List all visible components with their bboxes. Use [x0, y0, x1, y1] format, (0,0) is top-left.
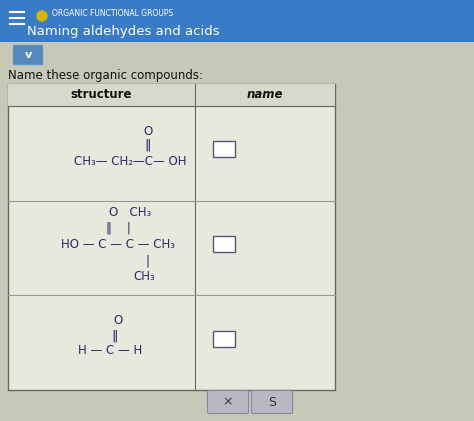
- Bar: [213, 141, 235, 157]
- FancyBboxPatch shape: [208, 391, 248, 413]
- FancyBboxPatch shape: [13, 45, 43, 65]
- Text: ORGANIC FUNCTIONAL GROUPS: ORGANIC FUNCTIONAL GROUPS: [52, 8, 173, 18]
- Text: H — C — H: H — C — H: [78, 344, 142, 357]
- Text: O: O: [113, 314, 123, 327]
- Bar: [8, 84, 335, 106]
- Text: CH₃: CH₃: [133, 269, 155, 282]
- Text: ‖    |: ‖ |: [106, 221, 130, 234]
- Text: ‖: ‖: [112, 329, 118, 342]
- Bar: [8, 84, 335, 390]
- Text: S: S: [268, 395, 276, 408]
- Text: |: |: [146, 255, 150, 267]
- Circle shape: [37, 11, 47, 21]
- Text: ‖: ‖: [145, 139, 151, 152]
- Bar: [0, 0, 474, 42]
- Text: Naming aldehydes and acids: Naming aldehydes and acids: [27, 26, 219, 38]
- Bar: [213, 236, 235, 252]
- Text: Name these organic compounds:: Name these organic compounds:: [8, 69, 203, 83]
- Text: structure: structure: [71, 88, 132, 101]
- Text: ×: ×: [223, 395, 233, 408]
- Text: name: name: [247, 88, 283, 101]
- Text: O   CH₃: O CH₃: [109, 206, 151, 219]
- Text: v: v: [24, 50, 32, 60]
- FancyBboxPatch shape: [252, 391, 292, 413]
- Text: O: O: [143, 125, 153, 138]
- Text: CH₃— CH₂—C— OH: CH₃— CH₂—C— OH: [74, 155, 186, 168]
- Bar: [213, 330, 235, 346]
- Text: HO — C — C — CH₃: HO — C — C — CH₃: [61, 237, 175, 250]
